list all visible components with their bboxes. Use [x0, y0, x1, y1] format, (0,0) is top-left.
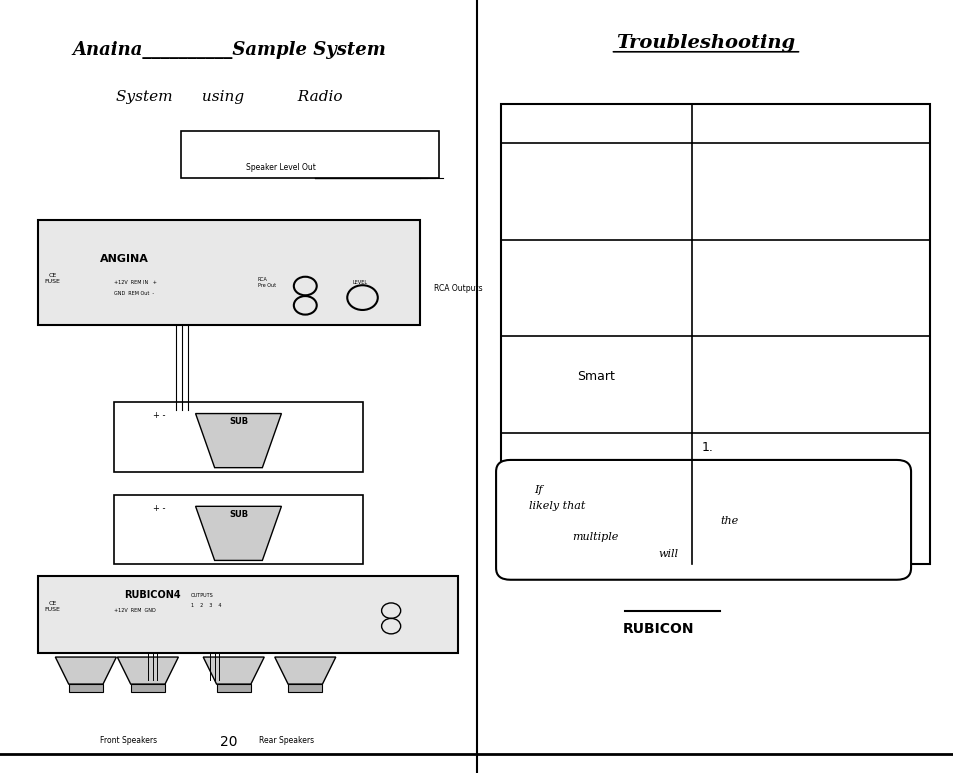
- Text: Anaina__________Sample System: Anaina__________Sample System: [72, 41, 385, 60]
- Text: RCA Outputs: RCA Outputs: [434, 284, 482, 293]
- Text: +12V  REM IN   +: +12V REM IN +: [114, 280, 157, 284]
- Text: 20: 20: [220, 735, 237, 749]
- Text: +12V  REM  GND: +12V REM GND: [114, 608, 156, 613]
- Text: GND  REM Out  -: GND REM Out -: [114, 291, 154, 296]
- FancyBboxPatch shape: [496, 460, 910, 580]
- FancyBboxPatch shape: [38, 220, 419, 325]
- Text: SUB: SUB: [229, 417, 248, 426]
- Text: Rear Speakers: Rear Speakers: [258, 736, 314, 745]
- Text: System      using           Radio: System using Radio: [115, 90, 342, 104]
- Text: 1    2    3    4: 1 2 3 4: [191, 603, 221, 608]
- Text: 1.: 1.: [700, 441, 712, 454]
- Bar: [114, 402, 362, 472]
- Polygon shape: [203, 657, 264, 684]
- Text: OUTPUTS: OUTPUTS: [191, 593, 213, 598]
- Text: + -: + -: [152, 411, 165, 421]
- Bar: [500, 104, 929, 564]
- Text: Speaker Level Out: Speaker Level Out: [246, 163, 316, 172]
- Polygon shape: [216, 684, 251, 692]
- Text: LEVEL: LEVEL: [353, 280, 368, 284]
- Polygon shape: [131, 684, 165, 692]
- Text: likely that: likely that: [529, 501, 585, 511]
- Text: Troubleshooting: Troubleshooting: [616, 33, 795, 52]
- Polygon shape: [274, 657, 335, 684]
- FancyBboxPatch shape: [38, 576, 457, 653]
- Polygon shape: [69, 684, 103, 692]
- Text: Front Speakers: Front Speakers: [100, 736, 157, 745]
- Text: ANGINA: ANGINA: [99, 254, 149, 264]
- Text: multiple: multiple: [572, 532, 618, 542]
- Bar: [114, 495, 362, 564]
- Polygon shape: [117, 657, 178, 684]
- Text: CE
FUSE: CE FUSE: [45, 601, 60, 612]
- Text: RCA
Pre Out: RCA Pre Out: [257, 277, 275, 288]
- Polygon shape: [55, 657, 116, 684]
- Text: CE
FUSE: CE FUSE: [45, 273, 60, 284]
- Polygon shape: [195, 506, 281, 560]
- Text: + -: + -: [152, 504, 165, 513]
- Text: RUBICON4: RUBICON4: [124, 591, 181, 600]
- Text: SUB: SUB: [229, 509, 248, 519]
- Text: the: the: [720, 516, 738, 526]
- Text: Smart: Smart: [577, 370, 615, 383]
- Bar: [181, 131, 438, 178]
- Text: If: If: [534, 485, 542, 495]
- Text: RUBICON: RUBICON: [622, 622, 693, 636]
- Polygon shape: [195, 414, 281, 468]
- Text: will: will: [658, 549, 678, 559]
- Polygon shape: [288, 684, 322, 692]
